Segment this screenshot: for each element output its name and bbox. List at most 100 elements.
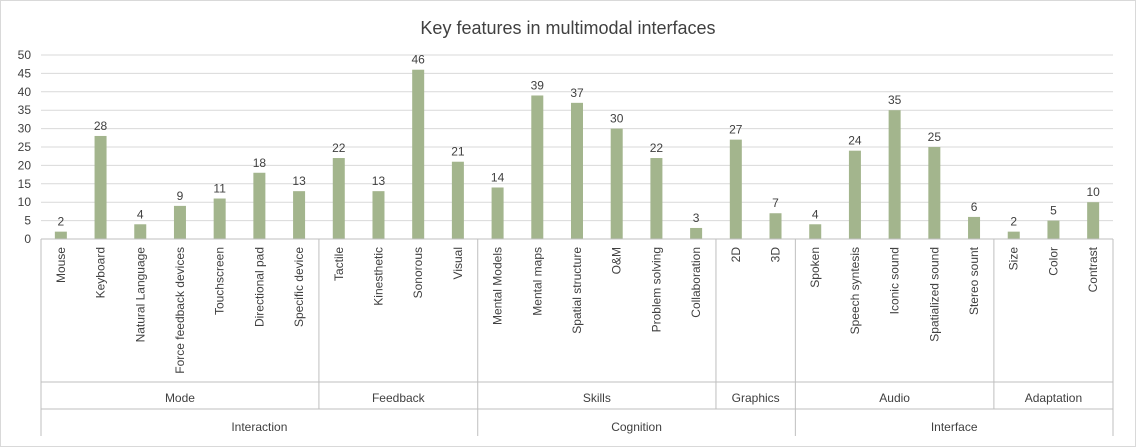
- data-label: 35: [888, 93, 902, 107]
- data-label: 10: [1086, 185, 1100, 199]
- x-tick-label: Collaboration: [689, 247, 703, 318]
- bar: [332, 158, 345, 239]
- bar: [94, 135, 107, 239]
- data-label: 9: [177, 189, 184, 203]
- x-tick-label: Touchscreen: [213, 247, 227, 315]
- bar: [491, 187, 504, 239]
- bar: [293, 191, 306, 239]
- y-axis: 0 5 10 15 20 25 30 35 40 45 50: [18, 48, 32, 246]
- x-axis: Mouse Keyboard Natural Language Force feedb…: [40, 238, 1114, 436]
- data-label: 27: [729, 123, 743, 137]
- y-tick-label: 20: [18, 158, 32, 172]
- bar: [372, 191, 385, 239]
- data-label: 30: [610, 112, 624, 126]
- bar: [253, 172, 266, 239]
- data-label: 14: [491, 170, 505, 184]
- bar: [531, 95, 544, 239]
- x-tick-label: 2D: [729, 247, 743, 263]
- y-tick-label: 25: [18, 140, 32, 154]
- y-tick-label: 45: [18, 66, 32, 80]
- y-tick-label: 40: [18, 85, 32, 99]
- data-label: 13: [292, 174, 306, 188]
- data-label: 37: [570, 86, 584, 100]
- bar: [610, 128, 623, 239]
- bar: [888, 110, 901, 239]
- x-tick-label: Mental maps: [530, 247, 544, 316]
- data-label: 39: [531, 78, 545, 92]
- data-label: 22: [332, 141, 346, 155]
- bar: [451, 161, 464, 239]
- data-label: 18: [253, 156, 267, 170]
- bar: [650, 158, 663, 239]
- bar: [968, 216, 981, 239]
- bar: [412, 69, 425, 239]
- x-tick-label: Force feedback devices: [173, 247, 187, 374]
- bar: [213, 198, 226, 239]
- x-tick-label: Directional pad: [252, 247, 266, 327]
- data-label: 25: [928, 130, 942, 144]
- data-label: 22: [650, 141, 664, 155]
- y-tick-label: 15: [18, 177, 32, 191]
- x-tick-label: Kinesthetic: [371, 247, 385, 306]
- data-label: 7: [772, 196, 779, 210]
- bar: [729, 139, 742, 239]
- x-tick-label: Visual: [451, 247, 465, 279]
- data-label: 4: [137, 207, 144, 221]
- bar: [809, 224, 822, 239]
- x-tick-label: Mental Models: [491, 247, 505, 325]
- x-tick-label: Problem solving: [649, 247, 663, 332]
- data-label: 24: [848, 134, 862, 148]
- y-tick-label: 50: [18, 48, 32, 62]
- y-tick-label: 10: [18, 195, 32, 209]
- bar: [1087, 202, 1100, 239]
- group-label: Graphics: [732, 391, 780, 405]
- y-tick-label: 0: [24, 232, 31, 246]
- data-label: 21: [451, 145, 465, 159]
- y-tick-label: 30: [18, 122, 32, 136]
- x-tick-label: Spatialized sound: [927, 247, 941, 342]
- bar: [848, 150, 861, 239]
- x-tick-label: Contrast: [1086, 246, 1100, 292]
- x-tick-label: Stereo sount: [967, 246, 981, 315]
- bar: [928, 147, 941, 239]
- x-tick-label: Size: [1007, 247, 1021, 271]
- chart-title: Key features in multimodal interfaces: [420, 18, 715, 38]
- bar: [769, 213, 782, 239]
- y-tick-label: 35: [18, 103, 32, 117]
- bar: [690, 227, 703, 239]
- data-label: 2: [58, 215, 65, 229]
- data-label: 4: [812, 207, 819, 221]
- group-label: Cognition: [611, 420, 662, 434]
- x-tick-label: Natural Language: [133, 247, 147, 343]
- group-label: Skills: [583, 391, 611, 405]
- bars: [54, 69, 1100, 239]
- group-label: Feedback: [372, 391, 426, 405]
- x-tick-label: Spatial structure: [570, 247, 584, 334]
- data-label: 46: [412, 53, 426, 67]
- data-label: 2: [1010, 215, 1017, 229]
- data-label: 5: [1050, 204, 1057, 218]
- x-tick-label: 3D: [769, 247, 783, 263]
- data-labels: 2284911181322134621143937302232774243525…: [58, 53, 1101, 229]
- data-label: 13: [372, 174, 386, 188]
- bar: [1007, 231, 1020, 239]
- x-tick-label: Iconic sound: [888, 247, 902, 314]
- group-label: Interface: [931, 420, 978, 434]
- x-tick-label: Spoken: [808, 247, 822, 288]
- x-tick-label: Sonorous: [411, 247, 425, 298]
- data-label: 11: [213, 182, 226, 196]
- group-label: Mode: [165, 391, 195, 405]
- y-tick-label: 5: [24, 214, 31, 228]
- x-tick-label: Specific device: [292, 247, 306, 327]
- group-label: Interaction: [231, 420, 287, 434]
- bar: [134, 224, 147, 239]
- bar: [571, 102, 583, 239]
- bar: [173, 205, 186, 239]
- x-tick-label: Speech syntesis: [848, 247, 862, 334]
- x-tick-label: Color: [1046, 247, 1060, 276]
- data-label: 6: [971, 200, 978, 214]
- x-tick-label: Mouse: [54, 247, 68, 283]
- group-label: Audio: [879, 391, 910, 405]
